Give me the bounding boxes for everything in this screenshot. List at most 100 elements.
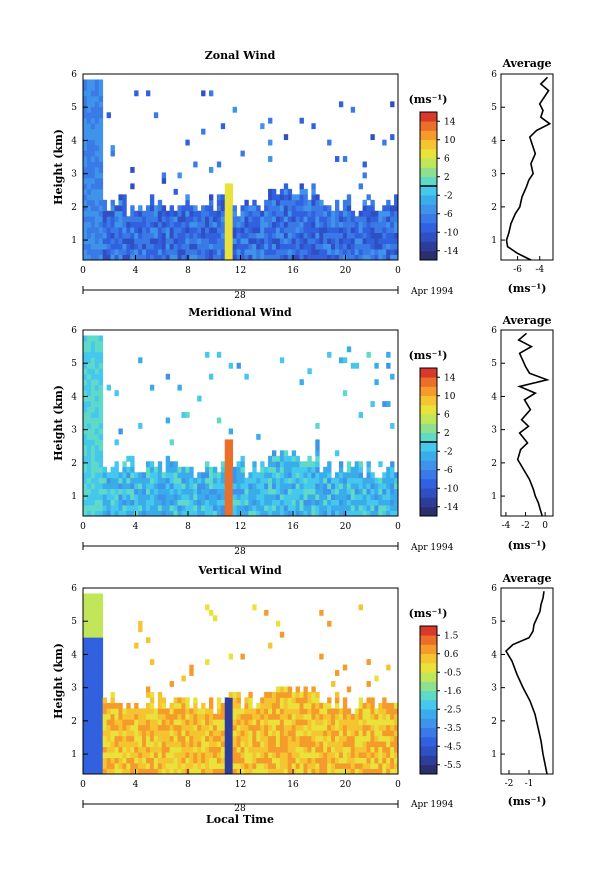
zonal-heatmap-cell [149,221,155,228]
zonal-heatmap-cell [291,232,297,239]
zonal-heatmap-cell [90,188,96,195]
vertical-heatmap-cell [236,757,241,764]
vertical-heatmap-cell [90,741,96,748]
vertical-heatmap-cell [252,763,257,769]
meridional-heatmap-cell [157,494,163,500]
meridional-heatmap-cell [346,477,352,484]
meridional-heatmap-cell [122,483,127,490]
zonal-heatmap-cell [338,243,344,250]
zonal-heatmap-cell [331,232,336,239]
zonal-heatmap-cell [83,188,88,195]
vertical-heatmap-cell [181,708,186,715]
vertical-heatmap-cell [114,768,119,775]
meridional-heatmap-cell [161,483,167,490]
zonal-heatmap-cell [283,249,289,255]
vertical-heatmap-cell [94,626,100,633]
vertical-heatmap-cell [275,686,281,693]
vertical-heatmap-cell [342,730,348,737]
zonal-heatmap-cell [201,232,206,239]
zonal-heatmap-cell [315,232,320,239]
vertical-heatmap-cell [370,702,375,709]
zonal-heatmap-cell [189,249,194,255]
meridional-heatmap-cell [244,505,249,511]
zonal-heatmap-cell [177,172,182,179]
vertical-heatmap-cell [331,752,336,758]
vertical-heatmap-cell [394,719,399,726]
vertical-heatmap-cell [232,752,237,758]
zonal-heatmap-cell [94,199,100,206]
vertical-heatmap-cell [83,609,88,616]
vertical-heatmap-cell [173,741,178,748]
vertical-heatmap-cell [287,708,293,715]
meridional-heatmap-cell [216,483,222,490]
zonal-heatmap-cell [189,232,194,239]
meridional-heatmap-cell [370,494,375,500]
vertical-heatmap-cell [382,730,387,737]
zonal-heatmap-cell [185,139,190,146]
zonal-heatmap-cell [90,117,96,124]
vertical-heatmap-cell [354,763,360,769]
zonal-heatmap-cell [209,210,214,217]
zonal-heatmap-cell [224,216,230,223]
zonal-heatmap-cell [98,216,104,223]
zonal-heatmap-cell [311,232,316,239]
vertical-heatmap-cell [181,675,186,682]
zonal-heatmap-cell [149,199,155,206]
zonal-heatmap-cell [169,210,174,217]
vertical-heatmap-cell [338,746,344,753]
meridional-heatmap-cell [212,510,218,517]
vertical-heatmap-cell [264,763,269,769]
meridional-heatmap-cell [335,510,340,517]
vertical-heatmap-cell [240,724,245,731]
meridional-heatmap-cell [220,461,226,468]
vertical-heatmap-cell [386,741,391,748]
zonal-heatmap-cell [98,227,104,234]
meridional-heatmap-cell [130,466,135,473]
zonal-heatmap-cell [83,161,88,168]
vertical-average-ytick-label: 3 [491,684,497,694]
meridional-heatmap-cell [362,510,367,517]
meridional-heatmap-cell [83,510,88,517]
vertical-heatmap-cell [220,746,226,753]
zonal-heatmap-cell [94,90,100,97]
vertical-heatmap-cell [358,724,363,731]
zonal-heatmap-cell [272,221,277,228]
meridional-heatmap-cell [272,505,277,511]
meridional-heatmap-cell [153,499,159,506]
zonal-heatmap-cell [382,210,387,217]
meridional-heatmap-cell [342,505,348,511]
meridional-heatmap-cell [370,483,375,490]
vertical-heatmap-cell [224,752,230,758]
zonal-heatmap-cell [299,221,304,228]
zonal-heatmap-cell [197,249,202,255]
vertical-heatmap-cell [177,768,182,775]
zonal-heatmap-cell [256,232,261,239]
vertical-heatmap-cell [287,763,293,769]
zonal-heatmap-cell [220,249,226,255]
vertical-heatmap-cell [102,746,108,753]
zonal-heatmap-cell [362,238,367,244]
vertical-heatmap-cell [350,757,356,764]
vertical-heatmap-cell [94,763,100,769]
meridional-heatmap-cell [268,461,273,468]
meridional-heatmap-cell [319,494,324,500]
zonal-heatmap-cell [268,210,273,217]
meridional-heatmap-cell [260,461,265,468]
zonal-heatmap-cell [346,227,352,234]
vertical-heatmap-cell [342,746,348,753]
meridional-heatmap-cell [114,477,119,484]
vertical-heatmap-cell [291,730,297,737]
vertical-heatmap-cell [279,768,285,775]
meridional-heatmap-cell [94,368,100,375]
meridional-heatmap-cell [335,483,340,490]
zonal-heatmap-cell [295,210,300,217]
meridional-heatmap-cell [342,357,348,364]
meridional-heatmap-cell [319,505,324,511]
zonal-heatmap-cell [94,232,100,239]
zonal-colorbar-label: -6 [444,210,453,220]
meridional-heatmap-cell [291,505,297,511]
zonal-heatmap-cell [209,216,214,223]
vertical-heatmap-cell [86,604,92,611]
meridional-heatmap-cell [98,483,104,490]
vertical-heatmap-cell [134,741,139,748]
